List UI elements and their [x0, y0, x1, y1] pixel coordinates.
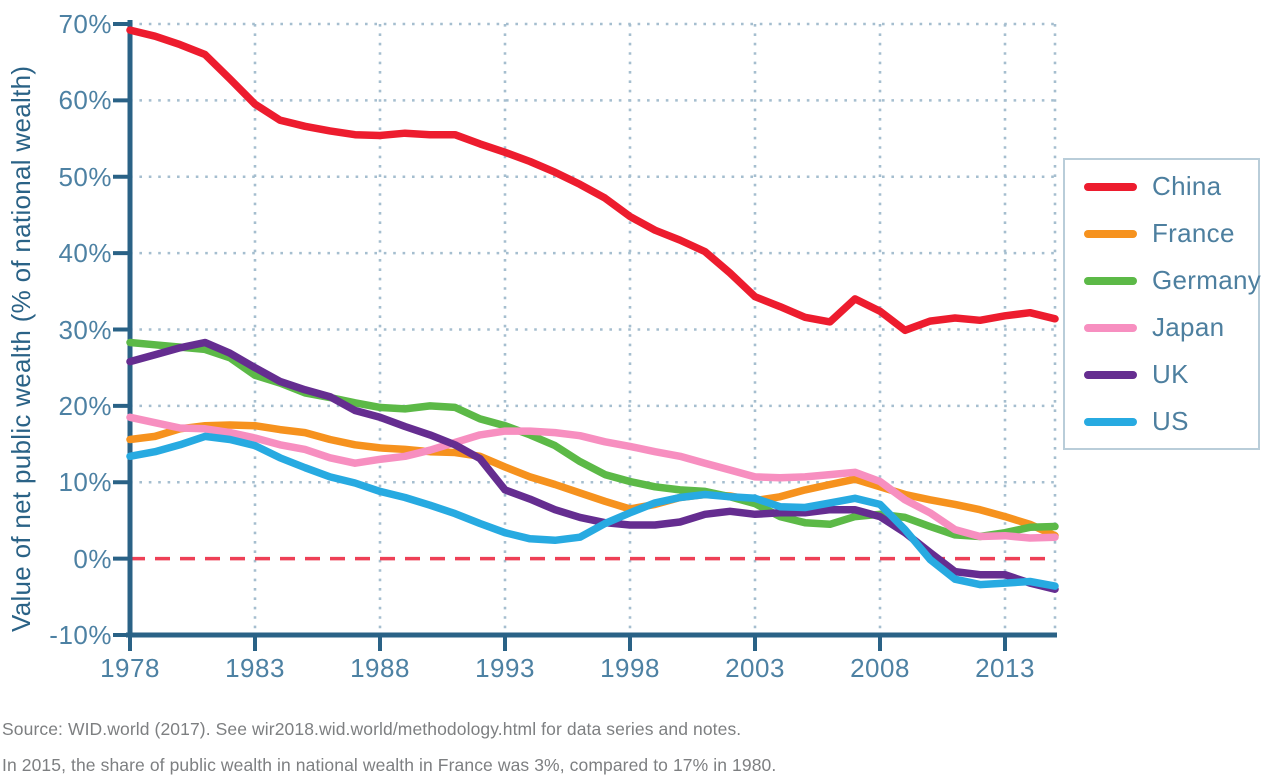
legend-label-us: US [1152, 406, 1189, 436]
legend-swatch-uk [1084, 370, 1137, 379]
line-china [126, 26, 1059, 335]
y-tick-label-50: 50% [58, 161, 112, 192]
legend-item-japan: Japan [1084, 312, 1258, 342]
y-tick-label-0: 0% [73, 543, 112, 574]
y-tick-label-60: 60% [58, 85, 112, 116]
legend-item-germany: Germany [1084, 265, 1262, 295]
x-tick-label-1978: 1978 [100, 653, 160, 683]
x-tick-label-2008: 2008 [850, 653, 910, 683]
legend-swatch-japan [1084, 323, 1137, 332]
legend-item-china: China [1084, 171, 1258, 201]
x-tick-label-2013: 2013 [975, 653, 1035, 683]
x-tick-label-1988: 1988 [350, 653, 410, 683]
legend-item-us: US [1084, 406, 1258, 436]
source-text: Source: WID.world (2017). See wir2018.wi… [2, 719, 742, 739]
x-tick-label-1998: 1998 [600, 653, 660, 683]
x-tick-label-1983: 1983 [225, 653, 285, 683]
legend-item-uk: UK [1084, 359, 1258, 389]
legend-swatch-china [1084, 182, 1137, 191]
legend-label-china: China [1152, 171, 1222, 201]
y-tick-label-40: 40% [58, 238, 112, 269]
x-tick-label-1993: 1993 [475, 653, 535, 683]
line-japan [126, 413, 1059, 542]
legend-swatch-germany [1084, 276, 1137, 285]
note-text: In 2015, the share of public wealth in n… [2, 755, 777, 775]
legend-label-japan: Japan [1152, 312, 1225, 342]
y-tick-label--10: -10% [49, 620, 112, 650]
legend-label-germany: Germany [1152, 265, 1262, 295]
y-tick-label-10: 10% [58, 467, 112, 498]
y-tick-label-70: 70% [58, 9, 112, 39]
legend-swatch-us [1084, 417, 1137, 426]
x-tick-label-2003: 2003 [725, 653, 785, 683]
line-us [126, 432, 1059, 590]
legend-label-uk: UK [1152, 359, 1189, 389]
legend-swatch-france [1084, 229, 1137, 238]
legend-item-france: France [1084, 218, 1258, 248]
y-tick-label-20: 20% [58, 390, 112, 421]
y-tick-label-30: 30% [58, 314, 112, 345]
legend: China France Germany Japan UK US [1063, 158, 1262, 450]
legend-label-france: France [1152, 218, 1235, 248]
